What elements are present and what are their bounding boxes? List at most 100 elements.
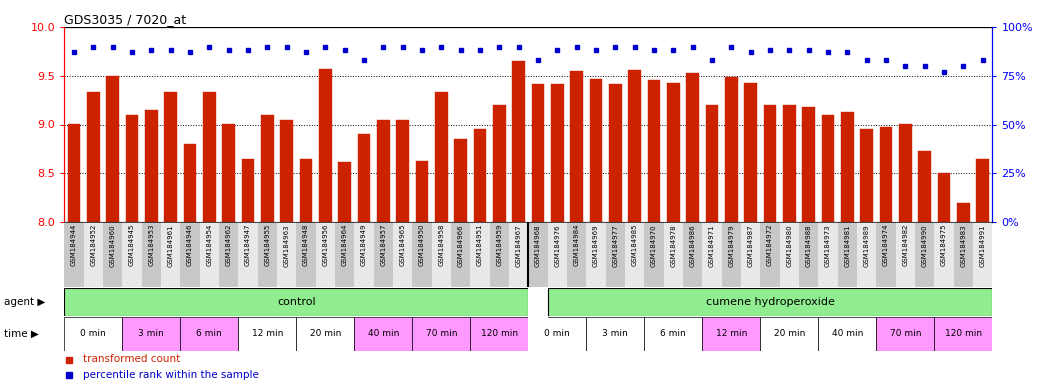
Text: GSM184959: GSM184959 bbox=[496, 224, 502, 266]
Bar bbox=[450, 222, 470, 287]
Bar bbox=[841, 112, 853, 222]
Text: 6 min: 6 min bbox=[196, 329, 222, 339]
Bar bbox=[609, 84, 622, 222]
Bar bbox=[164, 92, 176, 222]
Text: 12 min: 12 min bbox=[715, 329, 747, 339]
Bar bbox=[397, 120, 409, 222]
Bar bbox=[64, 288, 528, 316]
Bar bbox=[203, 92, 216, 222]
Bar bbox=[103, 222, 122, 287]
Text: GSM184966: GSM184966 bbox=[458, 224, 464, 266]
Bar bbox=[934, 222, 954, 287]
Text: 70 min: 70 min bbox=[890, 329, 921, 339]
Text: transformed count: transformed count bbox=[83, 354, 181, 364]
Text: GSM184981: GSM184981 bbox=[844, 224, 850, 266]
Bar bbox=[300, 159, 312, 222]
Bar bbox=[605, 222, 625, 287]
Bar bbox=[896, 222, 916, 287]
Bar bbox=[919, 151, 931, 222]
Text: 3 min: 3 min bbox=[138, 329, 164, 339]
Bar bbox=[297, 317, 354, 351]
Bar bbox=[822, 115, 835, 222]
Bar bbox=[473, 129, 486, 222]
Text: GSM184976: GSM184976 bbox=[554, 224, 561, 266]
Bar bbox=[857, 222, 876, 287]
Bar bbox=[703, 317, 760, 351]
Bar bbox=[280, 120, 293, 222]
Text: GSM184973: GSM184973 bbox=[825, 224, 831, 266]
Text: GSM184967: GSM184967 bbox=[516, 224, 522, 266]
Text: GSM184980: GSM184980 bbox=[787, 224, 792, 266]
Bar bbox=[84, 222, 103, 287]
Bar bbox=[239, 317, 296, 351]
Bar bbox=[586, 317, 645, 351]
Text: GSM184990: GSM184990 bbox=[922, 224, 928, 266]
Bar bbox=[377, 120, 389, 222]
Bar bbox=[490, 222, 509, 287]
Text: GSM184958: GSM184958 bbox=[438, 224, 444, 266]
Bar bbox=[222, 124, 235, 222]
Text: time ▶: time ▶ bbox=[4, 329, 39, 339]
Bar bbox=[219, 222, 239, 287]
Bar bbox=[531, 84, 544, 222]
Text: agent ▶: agent ▶ bbox=[4, 297, 46, 307]
Bar bbox=[358, 134, 371, 222]
Bar bbox=[628, 70, 640, 222]
Bar bbox=[107, 76, 119, 222]
Bar bbox=[741, 222, 760, 287]
Text: GSM184957: GSM184957 bbox=[380, 224, 386, 266]
Text: 0 min: 0 min bbox=[545, 329, 570, 339]
Bar bbox=[354, 317, 412, 351]
Bar bbox=[645, 222, 663, 287]
Bar bbox=[954, 222, 973, 287]
Bar bbox=[528, 317, 586, 351]
Bar bbox=[783, 105, 795, 222]
Text: GSM184971: GSM184971 bbox=[709, 224, 715, 266]
Bar bbox=[412, 317, 470, 351]
Bar bbox=[802, 107, 815, 222]
Text: GDS3035 / 7020_at: GDS3035 / 7020_at bbox=[64, 13, 187, 26]
Text: 120 min: 120 min bbox=[481, 329, 518, 339]
Bar bbox=[257, 222, 277, 287]
Text: 40 min: 40 min bbox=[831, 329, 863, 339]
Text: GSM184970: GSM184970 bbox=[651, 224, 657, 266]
Bar bbox=[648, 79, 660, 222]
Bar bbox=[799, 222, 818, 287]
Bar bbox=[262, 115, 274, 222]
Bar bbox=[67, 124, 80, 222]
Bar bbox=[338, 162, 351, 222]
Text: GSM184982: GSM184982 bbox=[902, 224, 908, 266]
Bar bbox=[548, 288, 992, 316]
Bar bbox=[316, 222, 335, 287]
Bar bbox=[319, 69, 331, 222]
Bar bbox=[374, 222, 393, 287]
Bar bbox=[625, 222, 645, 287]
Bar bbox=[528, 317, 548, 351]
Bar bbox=[161, 222, 181, 287]
Text: GSM184974: GSM184974 bbox=[883, 224, 889, 266]
Text: GSM184949: GSM184949 bbox=[361, 224, 367, 266]
Text: GSM184960: GSM184960 bbox=[110, 224, 115, 266]
Text: 3 min: 3 min bbox=[602, 329, 628, 339]
Text: 0 min: 0 min bbox=[81, 329, 106, 339]
Bar bbox=[973, 222, 992, 287]
Text: GSM184950: GSM184950 bbox=[419, 224, 425, 266]
Text: control: control bbox=[277, 297, 316, 307]
Bar bbox=[590, 79, 602, 222]
Text: GSM184983: GSM184983 bbox=[960, 224, 966, 266]
Text: GSM184952: GSM184952 bbox=[90, 224, 97, 266]
Bar bbox=[780, 222, 799, 287]
Bar bbox=[470, 317, 528, 351]
Bar bbox=[977, 159, 989, 222]
Text: GSM184991: GSM184991 bbox=[980, 224, 986, 266]
Text: GSM184975: GSM184975 bbox=[941, 224, 947, 266]
Bar bbox=[934, 317, 992, 351]
Bar bbox=[683, 222, 703, 287]
Bar bbox=[297, 222, 316, 287]
Bar bbox=[818, 317, 876, 351]
Bar bbox=[876, 222, 896, 287]
Text: 6 min: 6 min bbox=[660, 329, 686, 339]
Text: GSM184978: GSM184978 bbox=[671, 224, 677, 266]
Bar bbox=[838, 222, 857, 287]
Text: GSM184977: GSM184977 bbox=[612, 224, 619, 266]
